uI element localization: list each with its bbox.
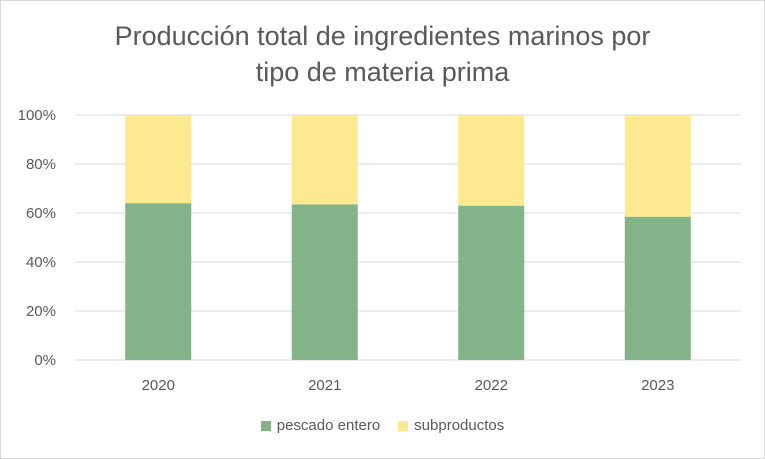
y-tick-label: 80% <box>26 156 56 173</box>
legend-label-pescado-entero: pescado entero <box>276 417 381 434</box>
bar-pescado-entero-2020 <box>125 203 192 360</box>
legend-item-subproductos: subproductos <box>398 417 504 434</box>
bar-subproductos-2022 <box>458 115 525 206</box>
x-tick-label: 2023 <box>641 377 674 394</box>
y-tick-label: 0% <box>34 352 56 369</box>
bar-subproductos-2020 <box>125 115 192 204</box>
y-tick-label: 100% <box>18 107 56 124</box>
legend-swatch-pescado-entero <box>260 420 271 431</box>
chart-title: Producción total de ingredientes marinos… <box>0 18 765 90</box>
chart-legend: pescado entero subproductos <box>0 417 765 434</box>
bar-subproductos-2023 <box>624 115 691 217</box>
x-tick-label: 2020 <box>142 377 175 394</box>
legend-item-pescado-entero: pescado entero <box>260 417 381 434</box>
y-tick-label: 40% <box>26 254 56 271</box>
x-tick-label: 2021 <box>308 377 341 394</box>
bar-subproductos-2021 <box>291 115 358 205</box>
legend-label-subproductos: subproductos <box>414 417 505 434</box>
legend-swatch-subproductos <box>398 420 409 431</box>
bar-pescado-entero-2023 <box>624 216 691 360</box>
bar-pescado-entero-2022 <box>458 205 525 360</box>
bar-pescado-entero-2021 <box>291 204 358 360</box>
chart-title-line-1: Producción total de ingredientes marinos… <box>114 21 651 51</box>
y-tick-label: 20% <box>26 303 56 320</box>
y-tick-label: 60% <box>26 205 56 222</box>
x-tick-label: 2022 <box>475 377 508 394</box>
chart-title-line-2: tipo de materia prima <box>255 57 510 87</box>
